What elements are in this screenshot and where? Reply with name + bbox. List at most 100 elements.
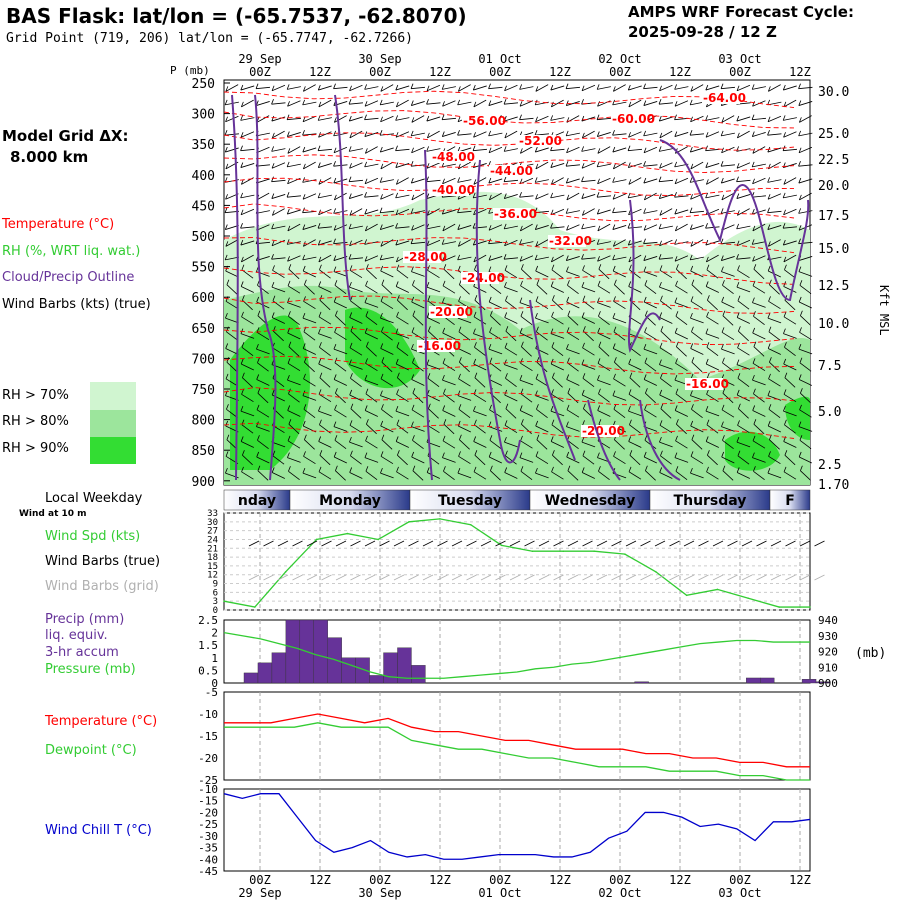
bottom-date-tick: 29 Sep [238,886,281,900]
wind-barb-flag [411,117,415,123]
wind-barb [240,85,255,91]
wind-barb [273,330,284,342]
wind-barb-grid [335,574,347,581]
wind-barb-flag [769,357,772,363]
wind-barb [349,317,363,324]
wind-barb [798,256,813,261]
wind-barb [350,455,362,465]
wind-barb [799,362,812,372]
weekday-strip: nday Monday Tuesday Wednesday Thursday F [223,489,811,511]
wind-barb-flag [705,115,709,121]
precip-y-tick: 2 [211,627,218,640]
wind-barb [256,456,270,464]
wind-barb [644,284,657,295]
wind-barb-flag [364,178,368,184]
wind-barb-flag [690,163,694,170]
wind-barb [751,117,767,121]
wind-barb [302,256,317,261]
wind-barb-flag [798,177,802,184]
wind-barb-flag [552,372,555,378]
wind-barb [675,410,688,417]
wind-barb [736,225,751,230]
wind-barb-flag [799,280,803,286]
wind-barb-flag [318,281,322,287]
wind-barb-flag [225,451,229,457]
wind-barb [396,99,409,108]
wind-barb-flag [582,265,585,271]
pressure-tick: 500 [192,230,215,245]
wind-barb-flag [380,265,384,272]
wind-barb [567,284,579,295]
wind-barb [256,224,270,231]
temp-y-tick: -20 [198,752,218,765]
wind-barb-flag [302,146,306,153]
wind-barb-true [799,540,811,547]
wind-barb-flag [225,194,228,200]
wind-barb-flag [304,357,307,363]
wind-barb-flag [505,450,508,456]
wind-barb-flag [689,130,693,136]
wind-barb [287,332,301,340]
wind-barb [597,223,611,232]
wind-barb [411,332,425,340]
wind-barb-flag [705,328,709,334]
wind-barb [488,224,503,231]
wind-barb-flag [318,101,322,108]
wind-barb [334,409,347,418]
precip-bar [411,665,426,684]
wind-barb-flag [442,225,446,232]
wind-barb-flag [751,239,755,245]
wind-barb-flag [364,192,367,198]
wind-barb [536,439,548,450]
wind-barb [722,439,734,450]
wind-barb [752,163,766,168]
wind-barb [596,195,612,198]
wind-barb-flag [317,239,321,246]
wind-barb [334,332,347,340]
wind-barb-flag [442,178,445,184]
wind-barb-flag [782,84,786,91]
wind-barb-flag [721,404,725,410]
wind-barb-flag [397,450,400,456]
wind-barb [349,225,363,230]
wind-barb-flag [349,163,352,169]
wind-barb-flag [426,146,430,152]
wind-barb-flag [521,419,524,425]
weekday-label: Wednesday [545,493,635,509]
wind-barb [428,408,439,419]
wind-chill-line [223,793,811,860]
wind-barb [488,86,503,90]
wind-barb-grid [364,574,376,581]
wind-barb [397,454,408,466]
wind-barb-flag [519,374,523,381]
wind-barb-flag [644,357,648,363]
wind-barb-flag [441,208,445,215]
wind-barb [581,162,596,169]
wind-barb-flag [380,116,383,122]
wind-barb-flag [534,254,538,261]
wind-barb-flag [769,279,772,285]
wind-barb [752,332,766,340]
wind-barb [366,346,377,357]
wind-barb [721,271,735,277]
wind-barb-flag [472,223,476,229]
wind-barb [411,301,425,309]
wind-barb-flag [256,343,259,350]
wind-barb [597,410,611,417]
wind-barb-flag [798,266,802,272]
wind-barb-flag [799,404,802,410]
wind-barb-flag [242,372,245,378]
wind-barb-flag [783,256,787,263]
wind-barb-flag [473,466,477,472]
wind-barb [551,99,564,108]
wind-barb-flag [644,404,647,410]
wind-barb-flag [582,420,585,426]
wind-barb-flag [675,358,678,364]
wind-barb [334,362,347,372]
wind-barb-flag [534,224,538,230]
wind-barb [751,195,767,198]
wind-barb [225,147,239,153]
wind-barb [612,225,627,230]
top-hour-tick: 00Z [489,65,511,79]
wind-barb [768,456,781,464]
